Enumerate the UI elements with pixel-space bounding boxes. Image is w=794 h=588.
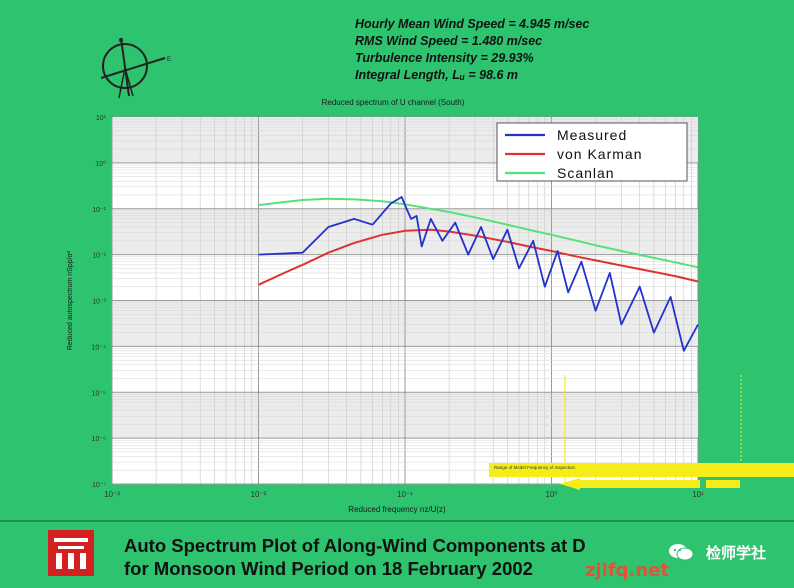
yellow-marker-2 xyxy=(706,480,740,488)
series-line-von-karman xyxy=(258,228,699,286)
x-axis-label: Reduced frequency nz/U(z) xyxy=(348,505,446,514)
yellow-marker-1 xyxy=(678,480,686,488)
university-logo-icon xyxy=(48,530,94,576)
y-tick-label: 10⁻⁷ xyxy=(92,482,106,489)
y-tick-label: 10¹ xyxy=(96,115,107,122)
y-tick-label: 10⁻¹ xyxy=(92,207,106,214)
y-tick-label: 10⁻⁵ xyxy=(92,390,106,397)
caption-bar xyxy=(0,520,794,588)
stat-mean-speed: Hourly Mean Wind Speed = 4.945 m/sec xyxy=(355,17,590,31)
x-tick-label: 10⁰ xyxy=(545,490,557,499)
y-tick-label: 10⁰ xyxy=(95,160,106,168)
x-tick-label: 10⁻³ xyxy=(104,490,120,499)
series-line-scanlan xyxy=(258,197,699,269)
legend-label: von Karman xyxy=(557,146,642,162)
x-tick-label: 10¹ xyxy=(692,490,704,499)
watermark-text: 检师学社 xyxy=(706,544,767,562)
legend-label: Measured xyxy=(557,127,627,143)
y-tick-label: 10⁻³ xyxy=(92,299,106,306)
wechat-icon xyxy=(669,544,694,561)
caption-line-1: Auto Spectrum Plot of Along-Wind Compone… xyxy=(124,535,586,556)
y-axis-label: Reduced autospectrum nSpp/σ² xyxy=(67,250,74,350)
series-line-measured xyxy=(258,196,699,352)
yellow-range-bar xyxy=(580,480,700,488)
wind-statistics: Hourly Mean Wind Speed = 4.945 m/sec RMS… xyxy=(355,16,589,84)
stat-rms-speed: RMS Wind Speed = 1.480 m/sec xyxy=(355,34,543,48)
yellow-note-text: Range of Model Frequency of Inspection xyxy=(494,465,576,470)
svg-text:E: E xyxy=(167,57,171,63)
yellow-arrow-left xyxy=(560,478,580,490)
y-tick-label: 10⁻⁶ xyxy=(92,436,106,443)
spectrum-plot: 10⁻³ 10⁻² 10⁻¹ 10⁰ 10¹ 10⁻⁷ 10⁻⁶ 10⁻⁵ 10⁻⁴ 10⁻³ 10… xyxy=(67,98,794,514)
y-tick-label: 10⁻⁴ xyxy=(92,344,107,351)
x-tick-label: 10⁻² xyxy=(251,490,267,499)
x-tick-label: 10⁻¹ xyxy=(397,490,413,499)
chart-title: Reduced spectrum of U channel (South) xyxy=(322,98,465,107)
y-tick-label: 10⁻² xyxy=(92,253,106,260)
legend-box xyxy=(496,122,688,182)
legend-label: Scanlan xyxy=(557,165,615,181)
compass-icon: E xyxy=(100,37,171,99)
caption-line-2: for Monsoon Wind Period on 18 February 2… xyxy=(124,558,533,579)
stat-turbulence: Turbulence Intensity = 29.93% xyxy=(355,51,534,65)
watermark-url: zjlfq.net xyxy=(585,560,669,581)
stat-integral-length: Integral Length, Lᵤ = 98.6 m xyxy=(355,68,519,82)
